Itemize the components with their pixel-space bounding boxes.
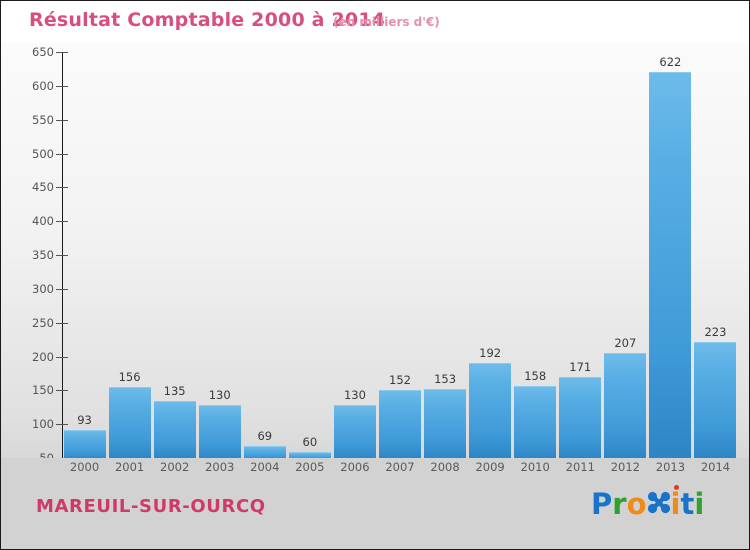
y-axis-tick-label: 450: [32, 180, 54, 195]
y-axis-tick-label: 550: [32, 112, 54, 127]
y-axis-tick: [56, 390, 68, 392]
bar[interactable]: [63, 429, 106, 460]
y-axis-tick-label: 350: [32, 248, 54, 262]
y-axis-tick: [56, 255, 68, 256]
y-axis-tick: [56, 356, 68, 358]
bar-value-label: 153: [434, 372, 457, 387]
chart-plot-area: 50100150200250300350400450500550600650 9…: [1, 43, 749, 468]
y-axis-tick: [56, 187, 68, 189]
x-axis-tick-label: 2000: [69, 460, 100, 474]
bar-value-label: 69: [257, 429, 273, 444]
bar-value-label: 207: [614, 335, 637, 350]
entity-name: MAREUIL-SUR-OURCQ: [36, 496, 266, 517]
logo-letter: r: [612, 487, 627, 521]
x-axis-tick-label: 2008: [430, 460, 460, 474]
y-axis-tick-label: 650: [32, 45, 54, 59]
x-axis-tick-label: 2005: [295, 460, 325, 474]
logo-letter: o: [626, 487, 647, 521]
bar[interactable]: [514, 385, 557, 460]
bar-value-label: 223: [704, 324, 727, 339]
x-axis-tick-label: 2004: [250, 460, 280, 474]
y-axis-tick: [56, 221, 68, 223]
y-axis-tick-label: 250: [32, 315, 54, 330]
bar[interactable]: [424, 389, 467, 460]
bar-value-label: 130: [208, 387, 231, 402]
bar-value-label: 93: [77, 412, 92, 427]
bar[interactable]: [243, 446, 286, 460]
y-axis-tick-label: 150: [32, 383, 54, 398]
y-axis-tick: [56, 322, 68, 324]
logo-letter: P: [591, 487, 613, 521]
y-axis-tick: [56, 153, 68, 155]
x-axis-tick-label: 2002: [160, 460, 190, 474]
logo-letter: i: [670, 485, 681, 521]
bar-value-label: 130: [343, 387, 366, 402]
x-axis-tick-label: 2011: [565, 460, 595, 474]
bars-container: 93 156 135 130 69 60 130 152 153 192 158 171 207 622 2…: [62, 53, 738, 460]
bar-value-label: 60: [302, 435, 318, 450]
x-axis-tick-label: 2006: [340, 460, 370, 474]
bar-value-label: 135: [163, 384, 186, 399]
bar-value-label: 156: [118, 370, 141, 385]
bar-value-label: 192: [479, 345, 502, 360]
x-axis-tick-label: 2001: [114, 460, 145, 474]
y-axis-tick-label: 200: [32, 349, 54, 364]
logo-letter: t: [680, 487, 695, 521]
x-axis-tick-label: 2014: [700, 460, 731, 474]
bar-value-label: 158: [524, 368, 547, 383]
x-axis-tick-label: 2009: [475, 460, 505, 474]
bar[interactable]: [694, 341, 737, 460]
y-axis-labels: 50100150200250300350400450500550600650: [1, 43, 54, 468]
bar[interactable]: [333, 404, 376, 460]
chart-subtitle: (en milliers d'€): [333, 15, 440, 29]
y-axis-tick-label: 300: [32, 281, 54, 296]
bar[interactable]: [153, 401, 196, 460]
bar-value-label: 171: [569, 360, 592, 375]
logo-x-glyph-icon: [647, 490, 671, 514]
bar[interactable]: [604, 352, 647, 460]
chart-header: Résultat Comptable 2000 à 2014 (en milli…: [1, 1, 749, 43]
y-axis-tick-label: 500: [32, 146, 54, 161]
bar[interactable]: [469, 362, 512, 460]
bar[interactable]: [559, 377, 602, 460]
y-axis-tick: [56, 85, 68, 87]
x-axis-tick-label: 2007: [385, 460, 415, 474]
logo-dot-icon: [673, 485, 679, 490]
bar[interactable]: [288, 452, 331, 460]
y-axis-tick: [56, 424, 68, 426]
bar[interactable]: [108, 387, 151, 460]
x-axis-tick-label: 2013: [655, 460, 686, 474]
chart-footer: 2000 2001 2002 2003 2004 2005 2006 2007 2008 2009…: [1, 458, 749, 549]
bar-value-label: 152: [389, 372, 411, 387]
page-title: Résultat Comptable 2000 à 2014: [29, 9, 386, 31]
logo-letter: i: [694, 487, 705, 521]
x-axis-tick-label: 2003: [205, 460, 235, 474]
y-axis-tick-label: 100: [32, 417, 54, 432]
x-axis-tick-label: 2010: [520, 460, 550, 474]
y-axis-tick: [56, 288, 68, 290]
bar[interactable]: [379, 389, 421, 460]
y-axis-tick: [56, 119, 68, 121]
bar[interactable]: [649, 71, 692, 460]
bar-value-label: 622: [659, 54, 682, 69]
y-axis-tick-label: 400: [32, 214, 54, 229]
bar[interactable]: [198, 404, 241, 460]
y-axis-tick-label: 600: [32, 78, 54, 93]
y-axis-tick: [56, 52, 68, 53]
x-axis-tick-label: 2012: [610, 460, 640, 474]
